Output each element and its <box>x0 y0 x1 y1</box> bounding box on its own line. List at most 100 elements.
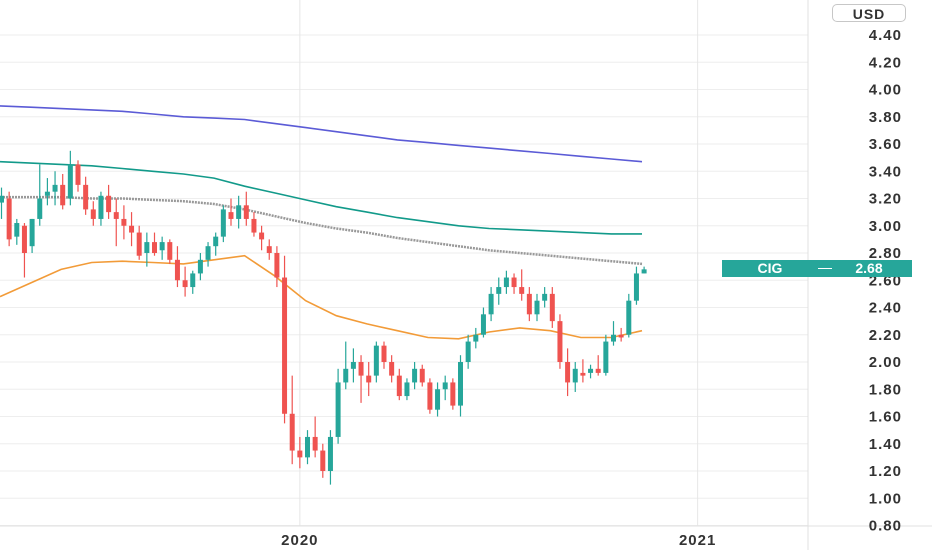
candle-body <box>611 334 616 342</box>
candle-body <box>21 225 27 253</box>
candle <box>519 269 525 301</box>
price-tag-separator <box>818 268 832 269</box>
candle-body <box>450 382 456 406</box>
candle <box>251 212 257 237</box>
candle-body <box>83 184 89 210</box>
candle <box>121 205 127 240</box>
price-tick-label: 1.60 <box>869 409 902 426</box>
candle <box>213 232 219 256</box>
candle-body <box>98 195 104 219</box>
candle <box>106 184 112 219</box>
candle <box>373 341 379 383</box>
candle-body <box>305 436 310 458</box>
ticker-symbol: CIG <box>757 260 783 276</box>
candle-body <box>465 341 471 362</box>
price-tick-label: 2.20 <box>869 327 902 344</box>
candle-body <box>312 436 318 451</box>
price-tick-label: 2.80 <box>869 245 902 262</box>
candle <box>21 223 27 278</box>
currency-label[interactable]: USD <box>832 4 906 22</box>
candle-body <box>588 368 594 373</box>
candle-body <box>152 242 157 253</box>
candle-body <box>488 293 494 315</box>
price-tick-label: 1.00 <box>869 490 902 507</box>
candle <box>297 436 303 469</box>
candle <box>129 212 135 247</box>
candle-body <box>373 345 379 376</box>
candle <box>503 270 509 294</box>
candle <box>603 334 609 376</box>
candle <box>44 178 50 206</box>
candle <box>442 375 448 401</box>
candle <box>626 293 632 338</box>
candle <box>404 378 410 401</box>
candle <box>641 266 647 274</box>
candle <box>113 198 119 247</box>
price-tick-label: 2.40 <box>869 300 902 317</box>
candle-body <box>511 277 517 288</box>
candle-body <box>381 345 387 362</box>
candle <box>389 355 395 383</box>
time-tick-label: 2021 <box>679 532 716 549</box>
candle-body <box>549 293 555 322</box>
candle <box>450 378 456 410</box>
candle-body <box>167 242 173 260</box>
ma-teal-line <box>0 160 642 235</box>
candle <box>335 368 341 444</box>
price-tick-label: 1.40 <box>869 436 902 453</box>
ma-orange-line <box>0 254 643 340</box>
candle-body <box>251 218 257 233</box>
candle <box>90 201 96 226</box>
candle-body <box>289 413 295 451</box>
candle-body <box>496 287 502 294</box>
candle-body <box>37 198 43 219</box>
candle-body <box>335 382 341 437</box>
candle <box>67 150 73 206</box>
candle-body <box>358 362 364 376</box>
candle-body <box>366 375 372 383</box>
candle <box>190 270 196 294</box>
candle <box>458 355 463 417</box>
candle-body <box>129 225 135 233</box>
time-tick-label: 2020 <box>281 532 318 549</box>
candle-body <box>243 205 249 219</box>
candle-body <box>6 198 12 240</box>
candle <box>565 348 571 397</box>
candle <box>419 364 425 387</box>
candle <box>320 443 326 478</box>
candle-body <box>236 205 242 219</box>
candle <box>6 191 12 247</box>
candle <box>29 218 35 253</box>
candle <box>327 430 333 485</box>
candle-body <box>458 362 463 406</box>
candle-body <box>603 341 609 373</box>
candlesticks <box>0 150 647 485</box>
candle <box>557 314 563 369</box>
candle <box>312 416 318 458</box>
candle-body <box>396 375 402 397</box>
price-tick-label: 4.20 <box>869 54 902 71</box>
candle <box>282 255 288 424</box>
candle <box>633 266 639 305</box>
candle-body <box>565 362 571 383</box>
candle-body <box>90 209 96 219</box>
candle-body <box>526 293 532 315</box>
candle-body <box>159 242 165 251</box>
price-tick-label: 4.00 <box>869 82 902 99</box>
candle <box>381 341 387 369</box>
candle-body <box>412 368 418 383</box>
candle <box>549 287 555 328</box>
candle <box>14 218 20 245</box>
candle <box>289 375 295 465</box>
candle-body <box>473 334 479 342</box>
price-tick-label: 1.20 <box>869 463 902 480</box>
candle <box>37 164 43 226</box>
candle-body <box>213 236 219 247</box>
candle-body <box>190 273 196 288</box>
price-tick-label: 0.80 <box>869 518 902 535</box>
candle <box>52 171 58 206</box>
last-price-tag: CIG 2.68 <box>722 260 912 277</box>
candle-body <box>534 300 540 315</box>
